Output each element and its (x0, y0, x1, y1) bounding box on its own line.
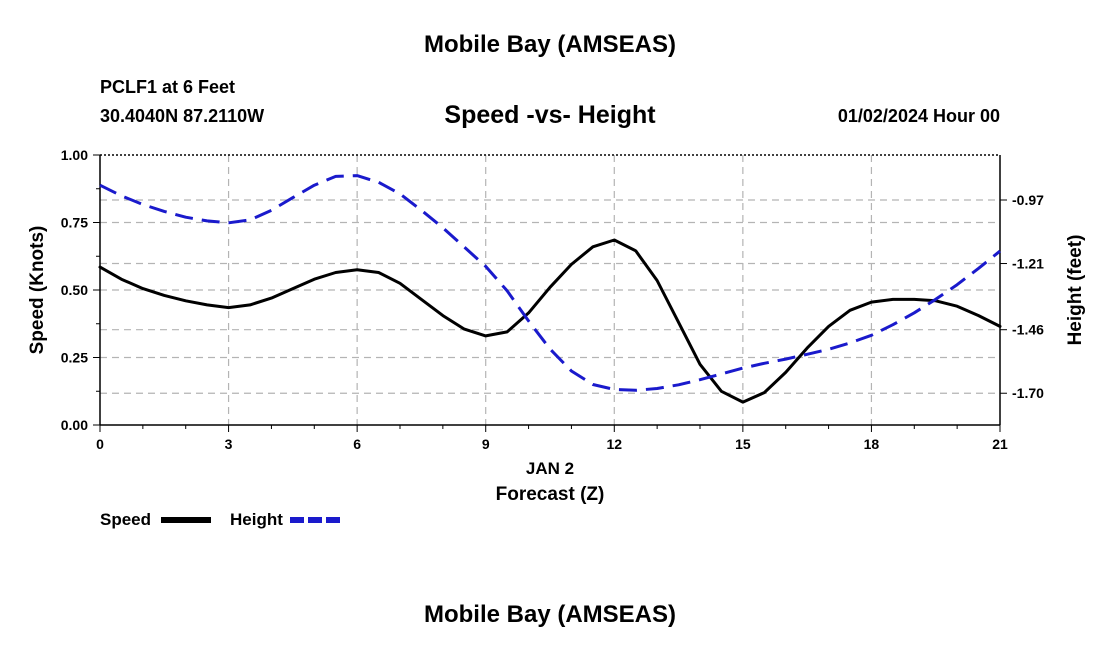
date-label: JAN 2 (526, 459, 574, 478)
y-left-tick-label: 1.00 (61, 147, 88, 163)
datetime-label: 01/02/2024 Hour 00 (837, 106, 1000, 126)
x-tick-label: 12 (606, 436, 622, 452)
y-left-tick-label: 0.00 (61, 417, 88, 433)
x-tick-label: 18 (864, 436, 880, 452)
legend-label-height: Height (230, 510, 283, 529)
x-tick-label: 21 (992, 436, 1008, 452)
top-title: Mobile Bay (AMSEAS) (423, 31, 677, 58)
x-tick-label: 0 (96, 436, 104, 452)
y-right-tick-label: -0.97 (1012, 192, 1044, 208)
x-tick-label: 6 (353, 436, 361, 452)
station-label: PCLF1 at 6 Feet (100, 77, 236, 97)
x-axis-label: Forecast (Z) (496, 484, 605, 505)
y-left-tick-label: 0.75 (61, 215, 88, 231)
legend-label-speed: Speed (100, 510, 151, 529)
y-right-tick-label: -1.21 (1012, 256, 1044, 272)
x-tick-label: 15 (735, 436, 751, 452)
x-tick-label: 9 (482, 436, 490, 452)
series-line-speed (98, 238, 1002, 404)
y-left-axis-label: Speed (Knots) (27, 226, 48, 355)
coordinates-label: 30.4040N 87.2110W (100, 106, 265, 126)
bottom-title: Mobile Bay (AMSEAS) (423, 601, 677, 628)
y-left-tick-label: 0.25 (61, 350, 88, 366)
y-right-tick-label: -1.46 (1012, 322, 1044, 338)
y-right-axis-label: Height (feet) (1065, 235, 1086, 346)
y-left-tick-label: 0.50 (61, 282, 88, 298)
y-right-tick-label: -1.70 (1012, 385, 1044, 401)
x-tick-label: 3 (225, 436, 233, 452)
chart-subtitle: Speed -vs- Height (444, 101, 656, 129)
